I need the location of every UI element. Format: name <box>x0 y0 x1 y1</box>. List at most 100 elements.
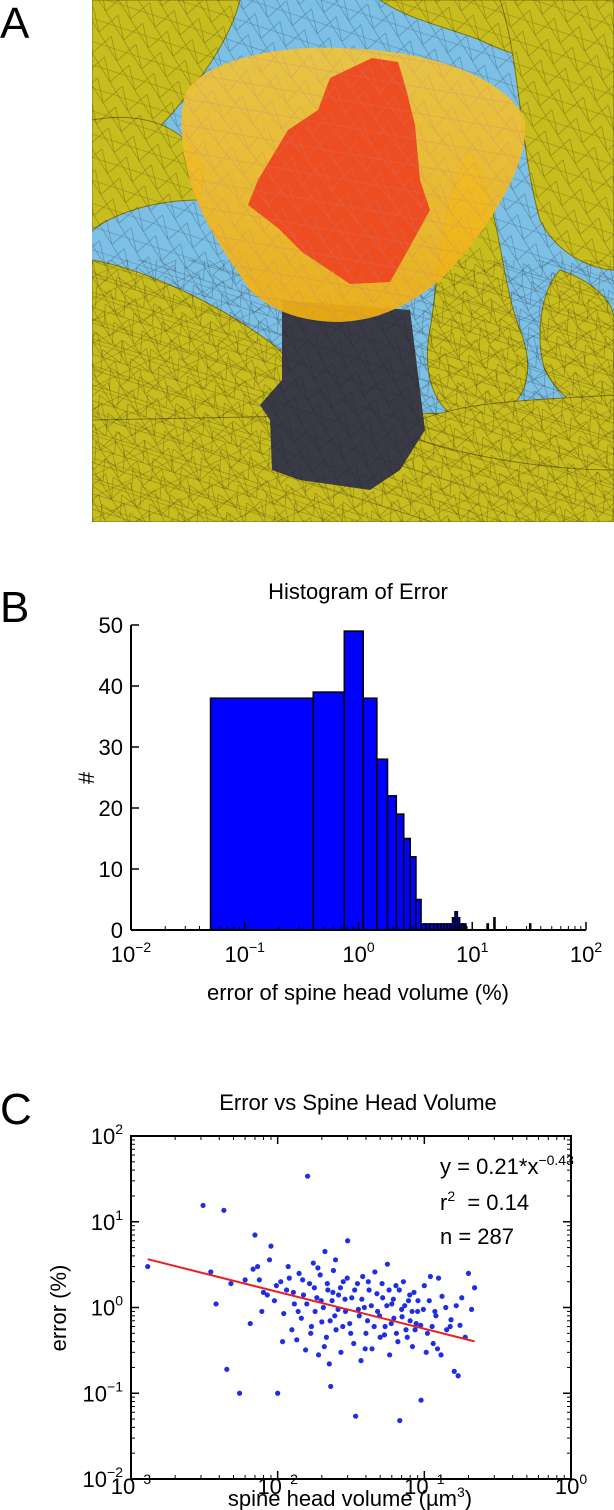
scatter-point <box>296 1270 302 1276</box>
scatter-point <box>435 1275 442 1281</box>
scatter-x-tick-label: 10−3 <box>111 1471 152 1499</box>
postsynaptic-density <box>248 58 430 284</box>
scatter-point <box>332 1313 338 1319</box>
spine-neck <box>260 300 425 490</box>
scatter-point <box>381 1332 388 1338</box>
scatter-point <box>391 1315 397 1321</box>
scatter-point <box>281 1310 287 1317</box>
scatter-point <box>364 1318 371 1324</box>
panel-label-b: B <box>0 583 30 632</box>
scatter-point <box>352 1287 358 1293</box>
panel-label-c: C <box>0 1085 32 1134</box>
histogram-x-tick-label: 10−1 <box>225 939 266 967</box>
scatter-point <box>354 1280 361 1287</box>
scatter-point <box>304 1301 310 1307</box>
scatter-point <box>335 1292 342 1298</box>
scatter-point <box>380 1295 386 1301</box>
histogram-bar <box>409 856 417 931</box>
scatter-point <box>250 1266 256 1272</box>
histogram-x-tick-label: 100 <box>342 939 374 967</box>
scatter-point <box>387 1352 393 1358</box>
scatter-point <box>208 1269 214 1275</box>
scatter-point <box>372 1269 378 1275</box>
scatter-point <box>145 1263 151 1270</box>
scatter-point <box>361 1304 367 1311</box>
scatter-y-tick-label: 10−2 <box>83 1464 124 1492</box>
scatter-point <box>413 1320 419 1327</box>
scatter-point <box>315 1265 321 1271</box>
scatter-point <box>275 1390 281 1396</box>
scatter-y-tick-label: 10−1 <box>83 1378 124 1406</box>
histogram-bar <box>493 917 496 931</box>
scatter-point <box>236 1390 243 1396</box>
scatter-point <box>286 1275 292 1281</box>
histogram-title: Histogram of Error <box>268 579 448 604</box>
scatter-point <box>242 1277 248 1283</box>
scatter-point <box>228 1280 234 1287</box>
scatter-point <box>308 1323 315 1330</box>
scatter-point <box>325 1287 331 1293</box>
scatter-point <box>369 1346 375 1352</box>
histogram-y-tick-label: 30 <box>99 735 123 760</box>
scatter-plot-frame <box>130 1135 572 1480</box>
fit-equation: y = 0.21*x−0.43 <box>440 1152 574 1179</box>
histogram-bar <box>415 898 422 931</box>
scatter-point <box>273 1283 279 1289</box>
scatter-point <box>256 1277 262 1283</box>
histogram-y-tick-label: 20 <box>99 796 123 821</box>
scatter-point <box>444 1327 450 1333</box>
scatter-point <box>308 1330 314 1336</box>
scatter-point <box>329 1298 335 1304</box>
scatter-point <box>447 1323 453 1330</box>
histogram-y-tick-label: 50 <box>99 613 123 638</box>
scatter-point <box>386 1287 392 1293</box>
histogram-y-label: # <box>74 771 99 784</box>
scatter-point <box>319 1319 325 1325</box>
scatter-point <box>390 1296 396 1302</box>
histogram-y-tick-label: 10 <box>99 857 123 882</box>
scatter-point <box>468 1306 475 1313</box>
scatter-point <box>344 1275 350 1281</box>
scatter-title: Error vs Spine Head Volume <box>219 1090 497 1115</box>
scatter-point <box>395 1339 401 1345</box>
scatter-point <box>374 1308 381 1315</box>
scatter-point <box>330 1267 337 1274</box>
scatter-point <box>415 1298 421 1304</box>
scatter-point <box>448 1317 454 1323</box>
scatter-point <box>264 1292 270 1298</box>
scatter-y-tick-label: 100 <box>91 1293 123 1321</box>
scatter-point <box>302 1347 309 1353</box>
scatter-point <box>382 1323 388 1330</box>
scatter-point <box>418 1397 424 1403</box>
scatter-point <box>451 1368 457 1374</box>
scatter-point <box>415 1308 421 1315</box>
scatter-point <box>366 1287 372 1293</box>
scatter-y-label: error (%) <box>46 1265 71 1352</box>
scatter-point <box>315 1352 322 1358</box>
histogram-x-ticks: 10−2 10−1 100 101 102 <box>111 922 602 967</box>
scatter-point <box>351 1340 357 1347</box>
scatter-point <box>443 1304 449 1311</box>
scatter-point <box>294 1337 300 1343</box>
scatter-point <box>345 1238 351 1244</box>
histogram-bars <box>209 630 532 931</box>
scatter-point <box>407 1292 413 1298</box>
histogram-x-tick-label: 102 <box>570 939 602 967</box>
scatter-point <box>321 1343 327 1350</box>
scatter-point <box>333 1327 339 1333</box>
scatter-point <box>323 1334 330 1340</box>
scatter-point <box>200 1202 206 1209</box>
scatter-x-tick-label: 10−2 <box>257 1471 298 1499</box>
scatter-point <box>424 1330 431 1336</box>
scatter-x-tick-label: 10−1 <box>404 1471 445 1499</box>
histogram-y-tick-label: 40 <box>99 674 123 699</box>
scatter-point <box>439 1293 445 1299</box>
scatter-point <box>363 1330 369 1336</box>
scatter-point <box>300 1277 306 1283</box>
r-squared: r2 = 0.14 <box>440 1188 529 1215</box>
scatter-point <box>365 1279 371 1285</box>
scatter-point <box>342 1296 348 1302</box>
scatter-point <box>306 1280 313 1287</box>
scatter-point <box>409 1343 416 1350</box>
